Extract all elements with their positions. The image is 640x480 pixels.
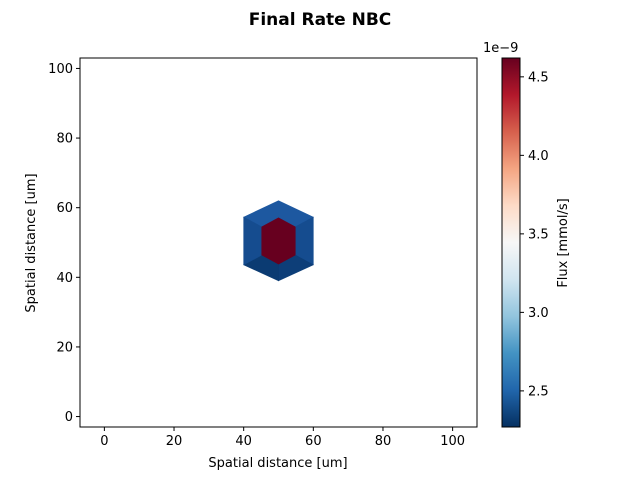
colorbar-tick-label: 3.0 (528, 306, 549, 321)
plot-frame (79, 57, 478, 428)
y-tick-label: 20 (56, 340, 73, 355)
x-tick-label: 60 (305, 434, 322, 449)
colorbar-label: Flux [mmol/s] (556, 198, 571, 287)
chart-title: Final Rate NBC (249, 10, 392, 30)
colorbar-tick-label: 4.5 (528, 70, 549, 85)
x-ticks: 0 20 40 60 80 100 (100, 427, 465, 449)
cell-center (260, 216, 297, 266)
y-tick-label: 60 (56, 201, 73, 216)
y-tick-label: 40 (56, 271, 73, 286)
x-tick-label: 100 (440, 434, 465, 449)
y-tick-label: 80 (56, 132, 73, 147)
x-axis-label: Spatial distance [um] (208, 456, 347, 471)
x-tick-label: 20 (166, 434, 183, 449)
colorbar-tick-label: 4.0 (528, 149, 549, 164)
x-tick-label: 40 (235, 434, 252, 449)
colorbar-tick-label: 2.5 (528, 384, 549, 399)
colorbar: 2.5 3.0 3.5 4.0 4.5 1e−9 Flux [mmol/s] (483, 41, 571, 428)
y-tick-label: 0 (65, 410, 73, 425)
colorbar-tick-label: 3.5 (528, 227, 549, 242)
y-axis-label: Spatial distance [um] (24, 173, 39, 312)
y-tick-label: 100 (48, 62, 73, 77)
y-ticks: 0 20 40 60 80 100 (48, 62, 80, 425)
colorbar-ticks: 2.5 3.0 3.5 4.0 4.5 (520, 70, 549, 399)
x-tick-label: 0 (100, 434, 108, 449)
cell-lower-left (243, 216, 262, 266)
plot-area: 0 20 40 60 80 100 0 20 40 60 80 100 (48, 57, 478, 449)
x-tick-label: 80 (375, 434, 392, 449)
colorbar-offset-text: 1e−9 (483, 41, 518, 56)
colorbar-gradient (501, 57, 521, 428)
cells-layer (243, 200, 314, 282)
